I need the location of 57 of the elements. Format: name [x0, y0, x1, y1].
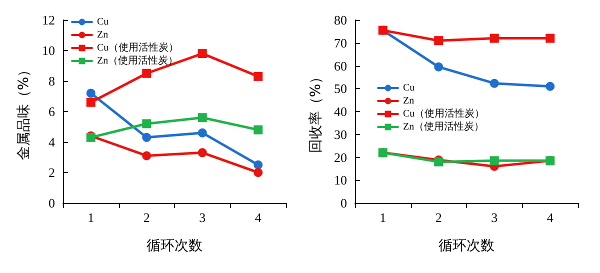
legend-label: Zn（使用活性炭）	[97, 54, 178, 66]
point	[434, 62, 444, 72]
legend-label: Cu（使用活性炭）	[97, 42, 179, 54]
y-tick-label: 12	[42, 12, 55, 28]
y-axis-title: 金属品味（%）	[16, 62, 32, 160]
x-axis-title: 循环次数	[438, 238, 494, 254]
point	[254, 72, 263, 81]
point	[142, 119, 152, 128]
x-tick-label: 2	[435, 210, 442, 225]
y-tick-label: 6	[48, 104, 56, 119]
y-tick-label: 80	[334, 12, 347, 28]
y-tick-label: 70	[334, 35, 347, 50]
legend-label: Zn	[403, 96, 414, 106]
y-tick-label: 30	[334, 126, 347, 142]
point	[254, 125, 263, 134]
point	[434, 36, 444, 46]
point	[198, 49, 207, 58]
x-axis-title: 循环次数	[146, 238, 202, 254]
point	[490, 156, 499, 166]
point	[142, 151, 152, 160]
y-tick-label: 4	[48, 134, 56, 150]
point	[198, 148, 207, 158]
x-tick-label: 1	[380, 210, 386, 225]
x-tick-label: 4	[546, 210, 554, 225]
point	[546, 82, 555, 91]
y-tick-label: 0	[340, 196, 347, 210]
y-tick-label: 2	[48, 165, 55, 180]
y-tick-label: 0	[48, 196, 55, 210]
y-tick-label: 20	[334, 150, 347, 165]
legend-label: Zn	[97, 30, 108, 40]
y-axis-title: 回收率（%）	[308, 70, 324, 154]
y-tick-label: 60	[334, 58, 347, 74]
y-tick-label: 10	[334, 172, 347, 188]
y-tick-label: 8	[48, 74, 55, 88]
y-tick-label: 50	[334, 81, 347, 96]
y-tick-label: 40	[334, 104, 347, 119]
legend-label: Cu	[97, 16, 109, 28]
point	[546, 34, 555, 43]
point	[254, 168, 263, 177]
legend-label: Cu（使用活性炭）	[403, 108, 485, 120]
x-tick-label: 1	[88, 210, 94, 225]
y-tick-label: 10	[42, 43, 55, 58]
legend-label: Zn（使用活性炭）	[403, 120, 484, 132]
x-tick-label: 3	[491, 210, 498, 225]
point	[86, 98, 96, 107]
x-tick-label: 4	[254, 210, 262, 225]
legend-label: Cu	[403, 82, 415, 94]
point	[198, 128, 207, 138]
point	[86, 88, 96, 98]
point	[490, 34, 499, 43]
point	[490, 78, 499, 88]
x-tick-label: 3	[199, 210, 206, 225]
point	[142, 132, 152, 142]
x-tick-label: 2	[143, 210, 150, 225]
point	[254, 160, 263, 170]
point	[142, 68, 152, 78]
point	[198, 113, 207, 122]
